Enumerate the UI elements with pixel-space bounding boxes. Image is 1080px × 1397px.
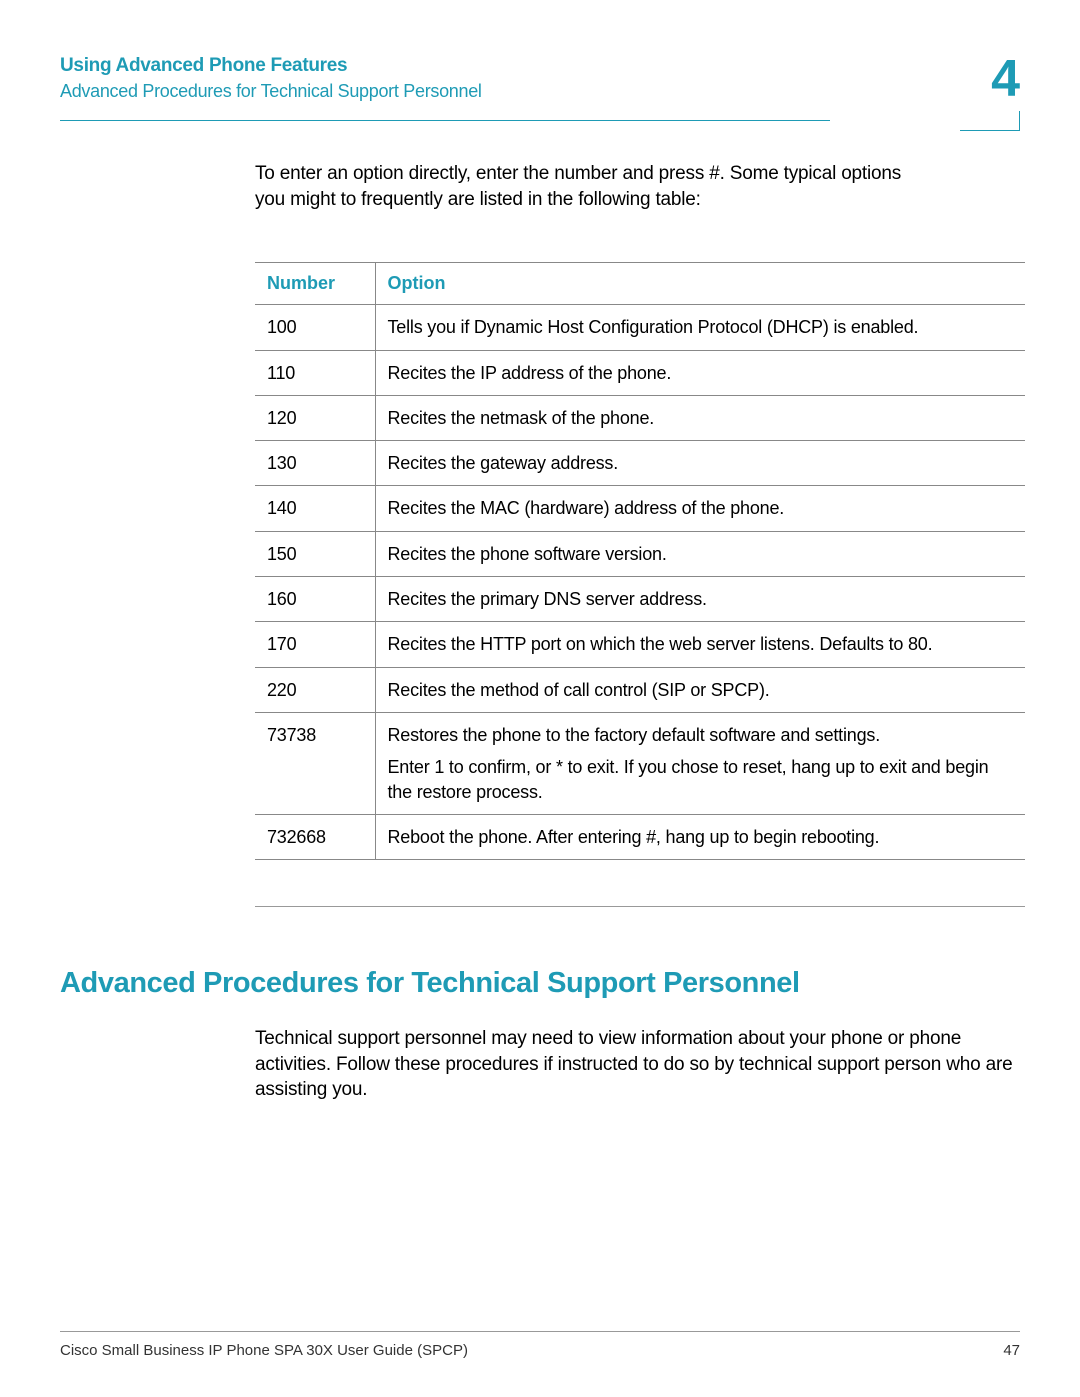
table-row: 732668Reboot the phone. After entering #… bbox=[255, 814, 1025, 859]
cell-option: Recites the MAC (hardware) address of th… bbox=[375, 486, 1025, 531]
table-row: 100Tells you if Dynamic Host Configurati… bbox=[255, 305, 1025, 350]
cell-option-continuation: Enter 1 to confirm, or * to exit. If you… bbox=[375, 751, 1025, 814]
cell-number: 100 bbox=[255, 305, 375, 350]
table-row: 150Recites the phone software version. bbox=[255, 531, 1025, 576]
section-body: Technical support personnel may need to … bbox=[255, 1026, 1020, 1103]
table-row: 170Recites the HTTP port on which the we… bbox=[255, 622, 1025, 667]
cell-number-empty bbox=[255, 751, 375, 814]
footer-page-number: 47 bbox=[1003, 1342, 1020, 1359]
header-rule bbox=[60, 120, 830, 121]
cell-option: Recites the IP address of the phone. bbox=[375, 350, 1025, 395]
intro-line1: To enter an option directly, enter the n… bbox=[255, 163, 901, 184]
cell-option: Recites the HTTP port on which the web s… bbox=[375, 622, 1025, 667]
table-row: 120Recites the netmask of the phone. bbox=[255, 395, 1025, 440]
section-divider bbox=[255, 906, 1025, 907]
table-row-continuation: Enter 1 to confirm, or * to exit. If you… bbox=[255, 751, 1025, 814]
cell-number: 220 bbox=[255, 667, 375, 712]
intro-line2: you might to frequently are listed in th… bbox=[255, 189, 701, 210]
table-row: 140Recites the MAC (hardware) address of… bbox=[255, 486, 1025, 531]
chapter-number: 4 bbox=[991, 49, 1020, 109]
page-header: Using Advanced Phone Features Advanced P… bbox=[60, 55, 1020, 102]
cell-number: 732668 bbox=[255, 814, 375, 859]
cell-option: Recites the phone software version. bbox=[375, 531, 1025, 576]
cell-option: Recites the primary DNS server address. bbox=[375, 577, 1025, 622]
table-row: 110Recites the IP address of the phone. bbox=[255, 350, 1025, 395]
table-row: 220Recites the method of call control (S… bbox=[255, 667, 1025, 712]
cell-option: Recites the method of call control (SIP … bbox=[375, 667, 1025, 712]
page-footer: Cisco Small Business IP Phone SPA 30X Us… bbox=[60, 1331, 1020, 1359]
cell-number: 130 bbox=[255, 441, 375, 486]
cell-option: Recites the gateway address. bbox=[375, 441, 1025, 486]
table-row: 73738Restores the phone to the factory d… bbox=[255, 712, 1025, 751]
table-row: 130Recites the gateway address. bbox=[255, 441, 1025, 486]
cell-number: 120 bbox=[255, 395, 375, 440]
cell-option: Reboot the phone. After entering #, hang… bbox=[375, 814, 1025, 859]
cell-option: Restores the phone to the factory defaul… bbox=[375, 712, 1025, 751]
table-header-option: Option bbox=[375, 263, 1025, 305]
intro-paragraph: To enter an option directly, enter the n… bbox=[255, 161, 1020, 212]
cell-number: 110 bbox=[255, 350, 375, 395]
footer-doc-title: Cisco Small Business IP Phone SPA 30X Us… bbox=[60, 1342, 468, 1359]
cell-number: 73738 bbox=[255, 712, 375, 751]
cell-number: 160 bbox=[255, 577, 375, 622]
table-header-number: Number bbox=[255, 263, 375, 305]
cell-option: Recites the netmask of the phone. bbox=[375, 395, 1025, 440]
table-header-row: Number Option bbox=[255, 263, 1025, 305]
cell-number: 170 bbox=[255, 622, 375, 667]
cell-number: 150 bbox=[255, 531, 375, 576]
header-title: Using Advanced Phone Features bbox=[60, 55, 1020, 77]
table-row: 160Recites the primary DNS server addres… bbox=[255, 577, 1025, 622]
cell-option: Tells you if Dynamic Host Configuration … bbox=[375, 305, 1025, 350]
chapter-bracket-decoration bbox=[960, 111, 1020, 131]
options-table: Number Option 100Tells you if Dynamic Ho… bbox=[255, 262, 1025, 860]
section-heading: Advanced Procedures for Technical Suppor… bbox=[60, 967, 1020, 1000]
cell-number: 140 bbox=[255, 486, 375, 531]
header-subtitle: Advanced Procedures for Technical Suppor… bbox=[60, 81, 1020, 102]
